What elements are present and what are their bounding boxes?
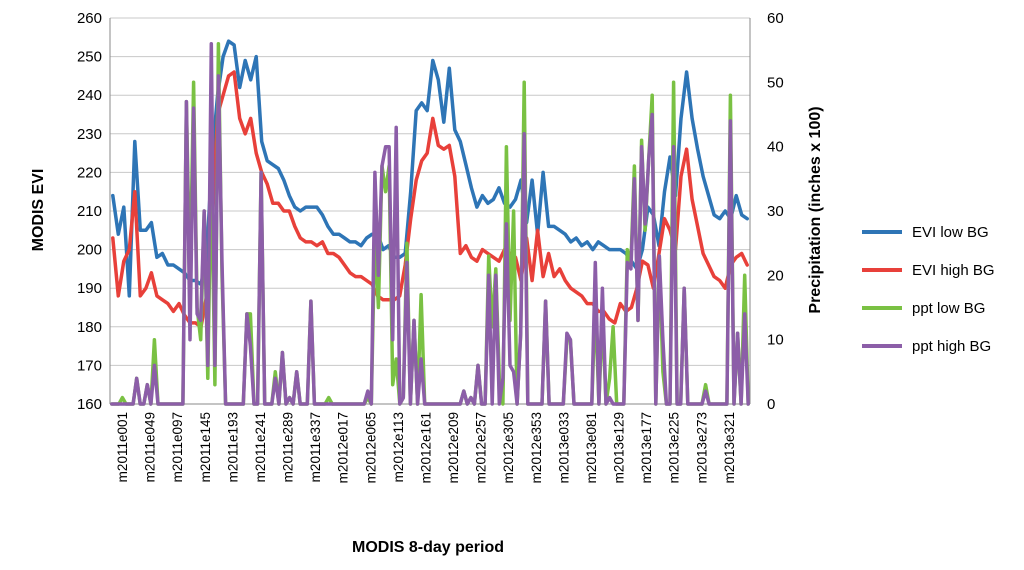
- x-tick-label: m2012e017: [336, 412, 351, 483]
- x-tick-label: m2012e065: [363, 412, 378, 483]
- y-tick-label: 160: [77, 396, 102, 413]
- y2-tick-label: 40: [767, 139, 784, 156]
- x-tick-label: m2013e225: [667, 412, 682, 483]
- y2-tick-label: 30: [767, 203, 784, 220]
- legend-label: ppt high BG: [912, 338, 991, 355]
- y-tick-label: 260: [77, 10, 102, 27]
- y-tick-label: 230: [77, 126, 102, 143]
- series-lines: [110, 39, 750, 406]
- series-line-ppt-high-bg: [110, 41, 750, 406]
- x-axis-title: MODIS 8-day period: [352, 539, 504, 556]
- y2-tick-label: 60: [767, 10, 784, 27]
- x-tick-label: m2013e177: [639, 412, 654, 483]
- x-tick-label: m2011e049: [143, 412, 158, 482]
- x-tick-label: m2011e337: [308, 412, 323, 482]
- y-tick-label: 190: [77, 280, 102, 297]
- y2-tick-label: 50: [767, 74, 784, 91]
- x-tick-label: m2011e289: [281, 412, 296, 482]
- x-tick-label: m2011e097: [170, 412, 185, 482]
- y-tick-label: 250: [77, 49, 102, 66]
- y-axis-right: 0 10 20 30 40 50 60: [767, 10, 784, 413]
- y-axis-left: 160 170 180 190 200 210 220 230 240 250 260: [77, 10, 102, 413]
- y-tick-label: 180: [77, 319, 102, 336]
- x-tick-label: m2013e273: [694, 412, 709, 483]
- x-tick-label: m2011e001: [115, 412, 130, 482]
- legend-label: ppt low BG: [912, 300, 985, 317]
- y2-axis-title: Precipitation (inches x 100): [807, 106, 824, 313]
- x-tick-label: m2013e033: [556, 412, 571, 483]
- y2-tick-label: 0: [767, 396, 775, 413]
- x-axis: m2011e001 m2011e049 m2011e097 m2011e145 m201…: [115, 412, 737, 483]
- x-tick-label: m2012e257: [474, 412, 489, 483]
- legend-label: EVI low BG: [912, 224, 989, 241]
- x-tick-label: m2012e113: [391, 412, 406, 482]
- x-tick-label: m2012e305: [501, 412, 516, 483]
- y-tick-label: 210: [77, 203, 102, 220]
- x-tick-label: m2013e321: [722, 412, 737, 483]
- y-tick-label: 240: [77, 87, 102, 104]
- x-tick-label: m2012e161: [418, 412, 433, 483]
- x-tick-label: m2011e145: [198, 412, 213, 482]
- y-tick-label: 170: [77, 357, 102, 374]
- x-tick-label: m2011e193: [225, 412, 240, 482]
- y2-tick-label: 10: [767, 332, 784, 349]
- legend-label: EVI high BG: [912, 262, 995, 279]
- y-tick-label: 200: [77, 242, 102, 259]
- x-tick-label: m2011e241: [253, 412, 268, 482]
- x-tick-label: m2012e209: [446, 412, 461, 483]
- x-tick-label: m2013e081: [584, 412, 599, 483]
- y2-tick-label: 20: [767, 267, 784, 284]
- x-tick-label: m2013e129: [612, 412, 627, 483]
- y-axis-title: MODIS EVI: [30, 169, 47, 252]
- legend: EVI low BG EVI high BG ppt low BG ppt high …: [862, 224, 995, 355]
- x-tick-label: m2012e353: [529, 412, 544, 483]
- y-tick-label: 220: [77, 164, 102, 181]
